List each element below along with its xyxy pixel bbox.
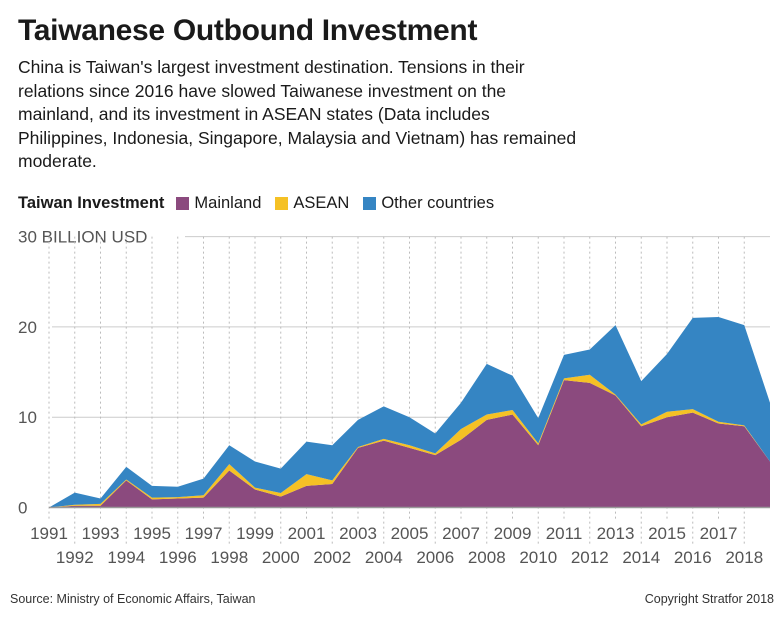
x-tick-label: 1996 xyxy=(159,548,197,567)
legend-item-other: Other countries xyxy=(363,194,494,213)
x-tick-label: 2015 xyxy=(648,524,686,543)
legend-label-asean: ASEAN xyxy=(293,194,350,212)
legend-swatch-mainland xyxy=(176,197,190,210)
x-tick-label: 1997 xyxy=(185,524,223,543)
area-other-countries xyxy=(49,316,770,508)
x-tick-label: 2004 xyxy=(365,548,403,567)
x-tick-label: 2002 xyxy=(313,548,351,567)
chart-title: Taiwanese Outbound Investment xyxy=(18,14,478,47)
chart-subtitle: China is Taiwan's largest investment des… xyxy=(18,57,577,171)
copyright-note: Copyright Stratfor 2018 xyxy=(644,592,774,606)
legend-label-other: Other countries xyxy=(381,194,495,212)
legend-label-mainland: Mainland xyxy=(194,194,262,212)
y-tick-label: 0 xyxy=(18,499,27,518)
x-tick-label: 2009 xyxy=(494,524,532,543)
y-tick-label: 10 xyxy=(18,408,37,427)
x-tick-label: 2012 xyxy=(571,548,609,567)
x-tick-label: 1993 xyxy=(82,524,120,543)
x-tick-label: 2007 xyxy=(442,524,480,543)
legend-title: Taiwan Investment xyxy=(18,194,165,212)
x-tick-label: 2006 xyxy=(416,548,454,567)
legend-item-asean: ASEAN xyxy=(275,194,349,213)
x-tick-label: 1999 xyxy=(236,524,274,543)
legend: Taiwan Investment Mainland ASEAN Other c… xyxy=(18,194,508,213)
x-tick-label: 1991 xyxy=(30,524,68,543)
x-tick-label: 2017 xyxy=(700,524,738,543)
x-tick-label: 2005 xyxy=(391,524,429,543)
x-tick-label: 1995 xyxy=(133,524,171,543)
x-tick-label: 2008 xyxy=(468,548,506,567)
legend-item-mainland: Mainland xyxy=(176,194,261,213)
x-tick-label: 1998 xyxy=(210,548,248,567)
area-mainland xyxy=(49,380,770,508)
x-tick-label: 2013 xyxy=(597,524,635,543)
x-tick-label: 2010 xyxy=(519,548,557,567)
y-tick-label: 20 xyxy=(18,318,37,337)
x-tick-label: 2018 xyxy=(725,548,763,567)
source-note: Source: Ministry of Economic Affairs, Ta… xyxy=(10,592,256,606)
x-tick-label: 1992 xyxy=(56,548,94,567)
x-tick-label: 2000 xyxy=(262,548,300,567)
x-tick-label: 2014 xyxy=(622,548,660,567)
x-tick-label: 2016 xyxy=(674,548,712,567)
x-tick-label: 2001 xyxy=(288,524,326,543)
y-tick-label: 30 BILLION USD xyxy=(18,228,147,247)
x-tick-label: 2011 xyxy=(546,524,583,543)
legend-swatch-asean xyxy=(275,197,289,210)
legend-swatch-other xyxy=(363,197,377,210)
x-tick-label: 1994 xyxy=(107,548,145,567)
x-tick-label: 2003 xyxy=(339,524,377,543)
